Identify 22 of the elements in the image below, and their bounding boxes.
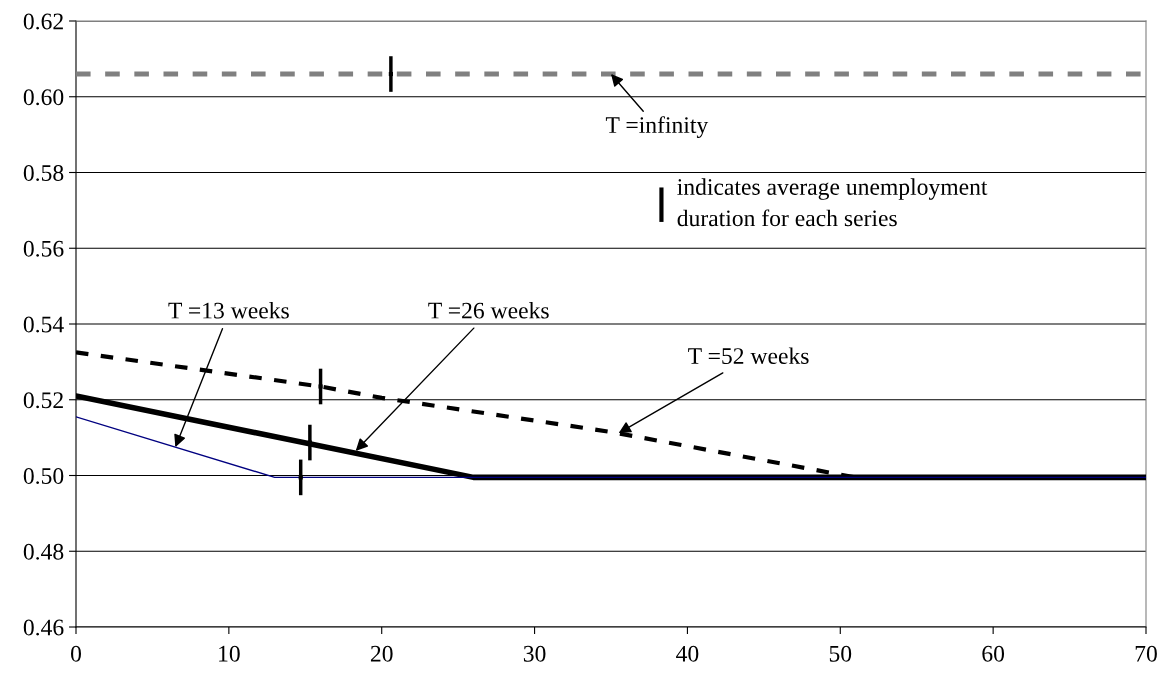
y-tick-label: 0.58 <box>23 164 64 182</box>
y-tick-label: 0.56 <box>23 240 64 257</box>
x-tick-label: 40 <box>676 645 699 662</box>
annotation: T =infinity <box>605 116 709 138</box>
y-tick-label: 0.52 <box>23 392 63 409</box>
y-tick-label: 0.54 <box>23 316 64 333</box>
annotation: T =13 weeks <box>168 301 289 319</box>
y-tick-label: 0.48 <box>23 543 64 560</box>
y-tick-label: 0.50 <box>23 467 64 485</box>
x-tick-label: 60 <box>982 645 1005 662</box>
x-tick-label: 10 <box>219 645 240 662</box>
x-tick-label: 30 <box>523 645 546 662</box>
y-tick-label: 0.46 <box>23 619 64 636</box>
x-tick-label: 20 <box>370 645 393 662</box>
y-tick-label: 0.62 <box>23 13 63 30</box>
y-tick-label: 0.60 <box>23 89 64 106</box>
x-tick-label: 70 <box>1135 645 1157 662</box>
annotation: T =26 weeks <box>428 301 549 319</box>
x-tick-label: 0 <box>71 645 81 662</box>
x-tick-label: 50 <box>829 645 852 662</box>
annotation: indicates average unemployment duration for each series <box>677 178 988 227</box>
annotation: T =52 weeks <box>688 347 809 364</box>
